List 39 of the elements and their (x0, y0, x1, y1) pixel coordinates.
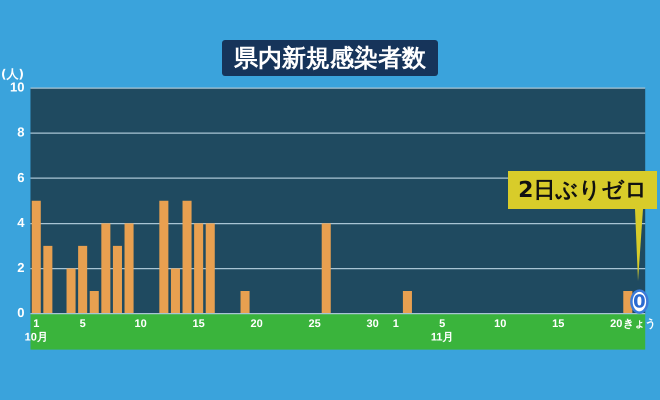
bar (170, 268, 180, 313)
bar (78, 246, 88, 313)
bar (32, 200, 41, 313)
y-tick-label: 10 (10, 80, 24, 95)
bar (101, 223, 110, 313)
x-tick-label: 1 (392, 318, 399, 330)
x-tick-label: 10 (134, 318, 147, 330)
y-tick-label: 0 (17, 305, 24, 320)
data-label: 0 (633, 291, 646, 312)
bar (322, 223, 331, 313)
bar (402, 291, 412, 313)
y-tick-label: 4 (17, 214, 26, 230)
bar (66, 268, 76, 313)
x-tick-label: 20 (610, 318, 622, 330)
x-tick-label: 10 (494, 318, 506, 330)
bar (182, 200, 192, 313)
y-axis-title: (人) (0, 67, 24, 81)
x-tick-label: 5 11月 (430, 318, 454, 344)
chart-title: 県内新規感染者数 (222, 40, 438, 76)
bar (112, 246, 122, 313)
bar (159, 200, 168, 313)
bar (124, 223, 134, 313)
x-tick-label: 15 (552, 318, 564, 330)
x-tick-label: 30 (366, 318, 379, 330)
y-tick-label: 2 (17, 260, 24, 276)
bar (43, 246, 52, 313)
speech-callout: 2日ぶりゼロ (508, 171, 658, 282)
bar (90, 291, 99, 313)
x-tick-label: 20 (250, 318, 263, 330)
x-tick-label: 15 (192, 318, 205, 330)
x-tick-label: 5 (80, 318, 86, 330)
y-tick-label: 8 (17, 124, 24, 140)
x-tick-label: きょう (622, 318, 656, 330)
annotation: 2日ぶりゼロ (508, 171, 658, 210)
x-tick-label: 25 (308, 318, 321, 330)
bar (194, 223, 204, 313)
bar (240, 291, 250, 313)
y-tick-label: 6 (17, 170, 24, 185)
bar (206, 223, 215, 313)
